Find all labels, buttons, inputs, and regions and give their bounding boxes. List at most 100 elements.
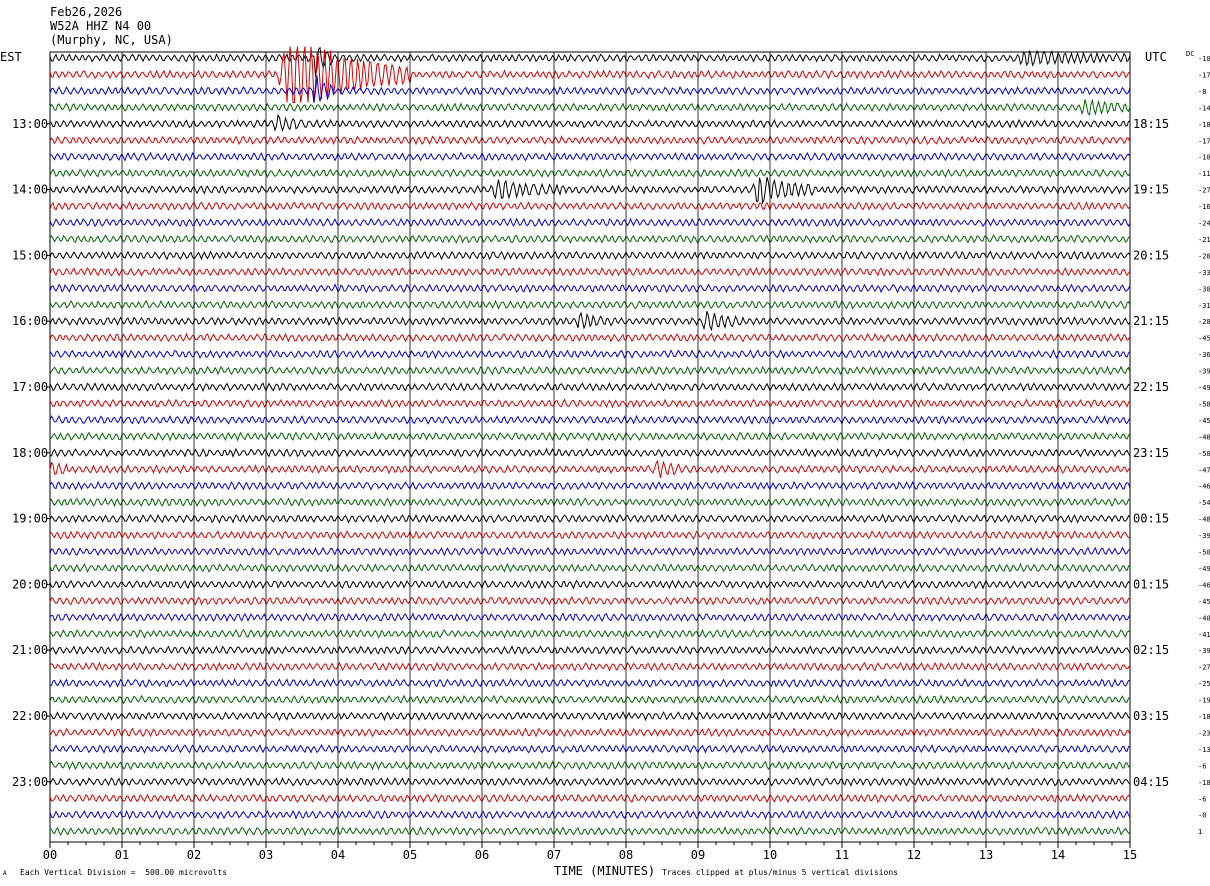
trace-8	[49, 176, 1131, 205]
x-axis-title: TIME (MINUTES)	[554, 864, 656, 878]
trace-44	[49, 776, 1131, 787]
x-tick-label: 06	[475, 848, 489, 862]
right-hour-label: 19:15	[1133, 183, 1169, 197]
x-tick-label: 12	[907, 848, 921, 862]
dc-offset-label: -48	[1198, 433, 1210, 441]
trace-36	[49, 645, 1131, 656]
trace-24	[49, 447, 1131, 458]
dc-offset-label: -17	[1198, 137, 1210, 145]
dc-offset-label: -49	[1198, 565, 1210, 573]
dc-offset-label: -18	[1198, 713, 1210, 721]
dc-offset-label: -50	[1198, 450, 1210, 458]
x-tick-label: 01	[115, 848, 129, 862]
dc-offset-label: -19	[1198, 697, 1210, 705]
dc-offset-label: -23	[1198, 729, 1210, 737]
dc-offset-label: -45	[1198, 598, 1210, 606]
x-tick-label: 13	[979, 848, 993, 862]
right-hour-label: 21:15	[1133, 314, 1169, 328]
trace-1	[49, 46, 1131, 103]
trace-0	[49, 46, 1131, 77]
dc-offset-label: -27	[1198, 187, 1210, 195]
trace-2	[49, 75, 1131, 103]
trace-31	[49, 562, 1131, 573]
trace-41	[49, 727, 1131, 738]
dc-offset-label: -47	[1198, 466, 1210, 474]
right-hour-label: 23:15	[1133, 446, 1169, 460]
dc-offset-label: -31	[1198, 302, 1210, 310]
x-tick-label: 15	[1123, 848, 1137, 862]
trace-43	[49, 760, 1131, 771]
trace-46	[49, 809, 1131, 820]
trace-15	[49, 299, 1131, 310]
trace-9	[49, 201, 1131, 212]
left-hour-label: 18:00	[12, 446, 48, 460]
left-hour-label: 17:00	[12, 380, 48, 394]
trace-40	[49, 711, 1131, 722]
dc-header: DC	[1186, 50, 1195, 58]
trace-39	[49, 694, 1131, 705]
trace-47	[49, 826, 1131, 837]
left-hour-label: 22:00	[12, 709, 48, 723]
trace-23	[49, 431, 1131, 442]
right-hour-label: 20:15	[1133, 248, 1169, 262]
dc-offset-label: -10	[1198, 154, 1210, 162]
x-tick-label: 11	[835, 848, 849, 862]
left-hour-label: 13:00	[12, 117, 48, 131]
dc-offset-label: -8	[1198, 88, 1206, 96]
dc-offset-label: -54	[1198, 499, 1210, 507]
trace-27	[49, 497, 1131, 508]
dc-offset-label: -13	[1198, 746, 1210, 754]
station-label: W52A HHZ N4 00	[50, 19, 152, 33]
x-tick-label: 08	[619, 848, 633, 862]
trace-32	[49, 579, 1131, 590]
trace-11	[49, 234, 1131, 244]
left-hour-label: 14:00	[12, 183, 48, 197]
x-tick-label: 07	[547, 848, 561, 862]
trace-12	[49, 250, 1131, 261]
corner-mark: A	[3, 870, 7, 877]
trace-18	[49, 349, 1131, 360]
left-hour-label: 21:00	[12, 643, 48, 657]
trace-29	[49, 530, 1131, 541]
dc-offset-label: -21	[1198, 236, 1210, 244]
dc-offset-label: -49	[1198, 384, 1210, 392]
dc-offset-label: -46	[1198, 483, 1210, 491]
trace-21	[49, 398, 1131, 409]
clip-note: Traces clipped at plus/minus 5 vertical …	[662, 868, 899, 877]
dc-offset-label: -30	[1198, 285, 1210, 293]
left-hour-label: 23:00	[12, 775, 48, 789]
right-hour-label: 04:15	[1133, 775, 1169, 789]
dc-offset-label: -46	[1198, 581, 1210, 589]
dc-offset-label: -24	[1198, 220, 1210, 228]
x-tick-label: 04	[331, 848, 345, 862]
dc-offset-label: -18	[1198, 121, 1210, 129]
left-hour-label: 15:00	[12, 248, 48, 262]
dc-offset-label: -50	[1198, 549, 1210, 557]
dc-offset-label: -41	[1198, 631, 1210, 639]
trace-34	[49, 612, 1131, 623]
plot-frame	[49, 51, 1131, 843]
dc-offset-label: -27	[1198, 664, 1210, 672]
trace-17	[49, 332, 1131, 343]
scale-note: Each Vertical Division = 500.00 microvol…	[20, 868, 228, 877]
trace-16	[49, 311, 1131, 332]
x-tick-label: 02	[187, 848, 201, 862]
trace-33	[49, 596, 1131, 606]
location-label: (Murphy, NC, USA)	[50, 33, 173, 47]
dc-offset-label: -39	[1198, 532, 1210, 540]
right-timezone-label: UTC	[1145, 50, 1167, 64]
dc-offset-label: -10	[1198, 55, 1210, 63]
trace-42	[49, 743, 1131, 754]
left-hour-label: 20:00	[12, 577, 48, 591]
trace-28	[49, 513, 1131, 524]
dc-offset-label: -58	[1198, 400, 1210, 408]
trace-20	[49, 382, 1131, 392]
dc-offset-label: -18	[1198, 779, 1210, 787]
x-tick-label: 05	[403, 848, 417, 862]
right-hour-label: 01:15	[1133, 577, 1169, 591]
x-tick-label: 09	[691, 848, 705, 862]
dc-offset-label: -28	[1198, 252, 1210, 260]
trace-4	[49, 113, 1131, 133]
trace-37	[49, 661, 1131, 672]
dc-offset-label: -45	[1198, 335, 1210, 343]
